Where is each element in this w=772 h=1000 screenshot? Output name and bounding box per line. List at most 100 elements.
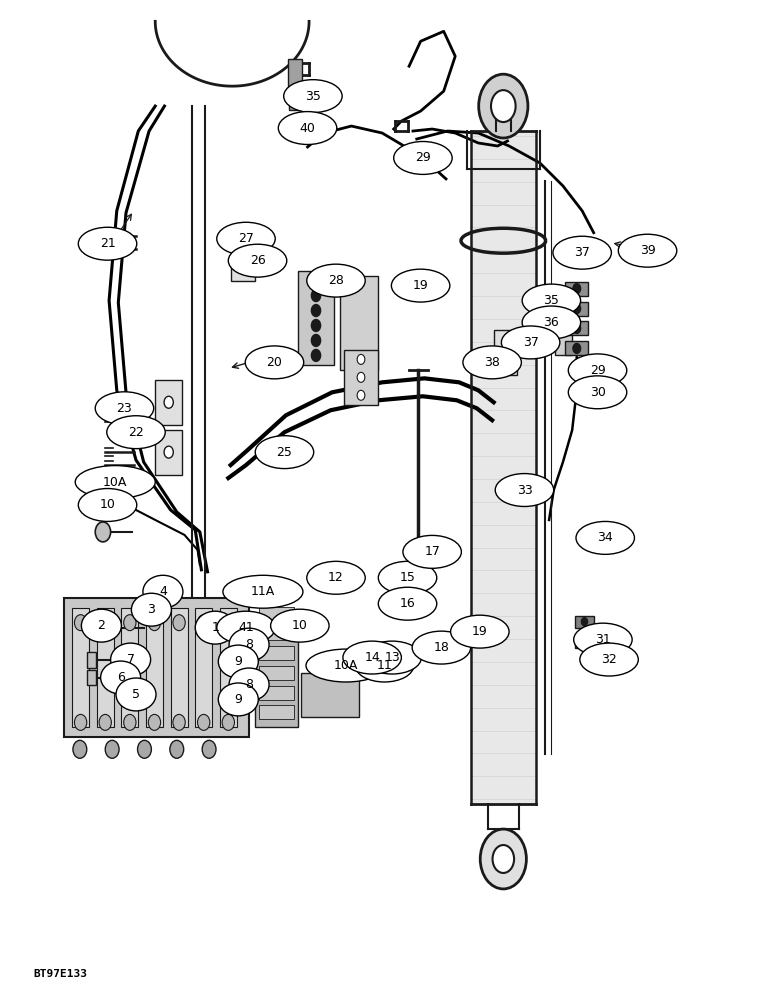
Ellipse shape bbox=[501, 326, 560, 359]
Text: 31: 31 bbox=[595, 633, 611, 646]
Circle shape bbox=[148, 714, 161, 730]
Text: 16: 16 bbox=[400, 597, 415, 610]
Ellipse shape bbox=[451, 615, 509, 648]
Circle shape bbox=[170, 740, 184, 758]
Text: 25: 25 bbox=[276, 446, 293, 459]
Bar bbox=[94, 620, 103, 636]
Text: 9: 9 bbox=[235, 693, 242, 706]
Ellipse shape bbox=[78, 489, 137, 521]
Bar bbox=[575, 616, 594, 628]
Text: 23: 23 bbox=[117, 402, 132, 415]
Circle shape bbox=[573, 343, 581, 353]
Text: 27: 27 bbox=[238, 232, 254, 245]
Bar bbox=[220, 608, 237, 727]
Ellipse shape bbox=[378, 561, 437, 594]
Ellipse shape bbox=[195, 611, 235, 644]
Circle shape bbox=[198, 615, 210, 631]
Text: 28: 28 bbox=[328, 274, 344, 287]
Text: 2: 2 bbox=[97, 619, 105, 632]
Text: 30: 30 bbox=[590, 386, 605, 399]
Text: 17: 17 bbox=[425, 545, 440, 558]
Ellipse shape bbox=[279, 112, 337, 144]
Bar bbox=[171, 608, 188, 727]
Text: 15: 15 bbox=[400, 571, 415, 584]
Circle shape bbox=[311, 349, 320, 361]
Circle shape bbox=[573, 323, 581, 333]
Ellipse shape bbox=[218, 683, 259, 716]
Bar bbox=[195, 608, 212, 727]
Circle shape bbox=[95, 522, 110, 542]
Ellipse shape bbox=[100, 661, 141, 694]
Text: BT97E133: BT97E133 bbox=[34, 969, 88, 979]
Circle shape bbox=[311, 334, 320, 346]
Ellipse shape bbox=[107, 416, 165, 449]
Ellipse shape bbox=[75, 466, 155, 499]
Circle shape bbox=[357, 354, 365, 364]
Bar bbox=[155, 380, 182, 425]
Ellipse shape bbox=[576, 521, 635, 554]
Circle shape bbox=[411, 548, 426, 568]
Text: 11A: 11A bbox=[251, 585, 275, 598]
Circle shape bbox=[137, 740, 151, 758]
Text: 4: 4 bbox=[159, 585, 167, 598]
Bar bbox=[565, 302, 588, 316]
Circle shape bbox=[73, 740, 86, 758]
Ellipse shape bbox=[110, 643, 151, 676]
Text: 41: 41 bbox=[238, 621, 254, 634]
Text: 13: 13 bbox=[384, 651, 400, 664]
Bar bbox=[555, 306, 572, 355]
Ellipse shape bbox=[618, 234, 677, 267]
Ellipse shape bbox=[568, 376, 627, 409]
Ellipse shape bbox=[553, 236, 611, 269]
Bar bbox=[256, 613, 297, 727]
Text: 38: 38 bbox=[484, 356, 500, 369]
Ellipse shape bbox=[522, 284, 581, 317]
Bar bbox=[344, 350, 378, 405]
Text: 40: 40 bbox=[300, 122, 316, 135]
Text: 5: 5 bbox=[132, 688, 140, 701]
Bar bbox=[493, 330, 516, 375]
Ellipse shape bbox=[271, 609, 329, 642]
Circle shape bbox=[581, 618, 587, 626]
Ellipse shape bbox=[245, 346, 303, 379]
Text: 26: 26 bbox=[249, 254, 266, 267]
Circle shape bbox=[92, 493, 110, 517]
Text: 19: 19 bbox=[472, 625, 488, 638]
Circle shape bbox=[99, 714, 111, 730]
Ellipse shape bbox=[116, 678, 156, 711]
Bar bbox=[259, 626, 293, 640]
Text: 19: 19 bbox=[413, 279, 428, 292]
Text: 10A: 10A bbox=[103, 476, 127, 489]
Ellipse shape bbox=[580, 643, 638, 676]
Text: 6: 6 bbox=[117, 671, 124, 684]
Bar bbox=[575, 636, 594, 648]
Bar bbox=[259, 607, 293, 621]
Ellipse shape bbox=[81, 609, 121, 642]
Text: 3: 3 bbox=[147, 603, 155, 616]
Text: 35: 35 bbox=[543, 294, 560, 307]
Circle shape bbox=[124, 615, 136, 631]
Circle shape bbox=[311, 305, 320, 317]
Ellipse shape bbox=[463, 346, 521, 379]
Text: 37: 37 bbox=[574, 246, 590, 259]
Bar bbox=[301, 673, 359, 717]
Circle shape bbox=[99, 615, 111, 631]
Ellipse shape bbox=[412, 631, 471, 664]
Text: 20: 20 bbox=[266, 356, 283, 369]
Circle shape bbox=[105, 740, 119, 758]
Bar bbox=[231, 231, 256, 281]
Text: 34: 34 bbox=[598, 531, 613, 544]
Ellipse shape bbox=[223, 575, 303, 608]
Bar bbox=[340, 276, 378, 370]
Ellipse shape bbox=[355, 649, 414, 682]
Ellipse shape bbox=[391, 269, 450, 302]
Circle shape bbox=[148, 615, 161, 631]
Text: 32: 32 bbox=[601, 653, 617, 666]
Bar bbox=[86, 670, 96, 685]
Ellipse shape bbox=[218, 645, 259, 678]
Text: 21: 21 bbox=[100, 237, 116, 250]
Circle shape bbox=[573, 304, 581, 314]
Bar bbox=[72, 608, 89, 727]
Circle shape bbox=[357, 390, 365, 400]
Circle shape bbox=[239, 250, 248, 262]
